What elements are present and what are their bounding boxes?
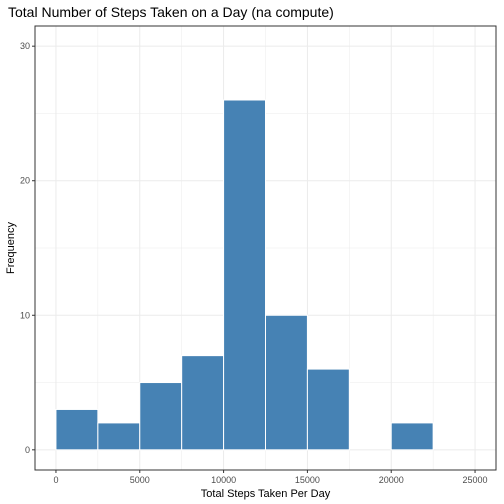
x-tick-label: 10000	[211, 475, 236, 485]
histogram-bar	[265, 314, 308, 451]
panel-border	[34, 25, 497, 471]
y-tick-label: 10	[20, 310, 30, 320]
x-axis: 0 5000 10000 15000 20000 25000	[53, 470, 488, 485]
y-tick-label: 30	[20, 41, 30, 51]
histogram-bar	[97, 422, 141, 451]
y-axis-label: Frequency	[5, 222, 17, 274]
x-tick-label: 15000	[295, 475, 320, 485]
histogram-bar	[181, 355, 225, 451]
histogram-bar	[55, 408, 99, 451]
bars	[55, 99, 434, 451]
histogram-bar	[306, 368, 350, 451]
x-tick-label: 20000	[379, 475, 404, 485]
histogram-bar	[223, 99, 267, 451]
y-tick-label: 0	[25, 445, 30, 455]
x-tick-label: 0	[53, 475, 58, 485]
histogram-bar	[390, 422, 434, 451]
chart-title: Total Number of Steps Taken on a Day (na…	[8, 4, 334, 20]
histogram-bar	[139, 382, 183, 451]
x-axis-label: Total Steps Taken Per Day	[201, 488, 331, 500]
x-tick-label: 25000	[463, 475, 488, 485]
x-tick-label: 5000	[130, 475, 150, 485]
y-tick-label: 20	[20, 176, 30, 186]
y-axis: 0 10 20 30	[20, 41, 35, 455]
